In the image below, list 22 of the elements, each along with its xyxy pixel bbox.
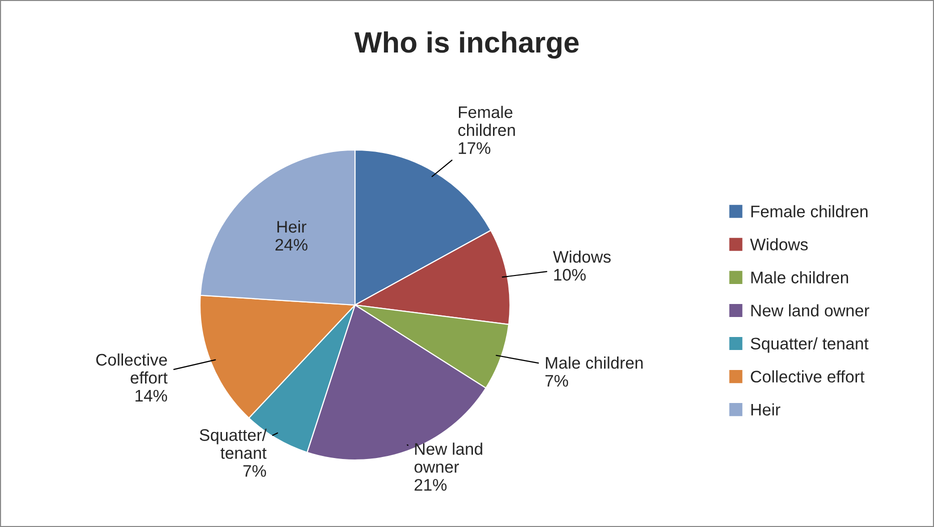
slice-label: Female children <box>458 106 515 136</box>
slice-label: Male children <box>546 356 643 369</box>
slice-label: Widows <box>553 250 611 263</box>
data-label: 10% <box>554 268 586 281</box>
legend-label: Female children <box>751 205 868 218</box>
slice-label: Squatter/ tenant <box>200 428 267 459</box>
data-label: 7% <box>545 374 568 387</box>
legend-label: New land owner <box>751 304 870 316</box>
data-label: 21% <box>414 478 447 491</box>
legend-label: Male children <box>751 271 848 284</box>
data-label: 7% <box>243 465 266 477</box>
slice-label: Collective effort <box>96 353 168 384</box>
legend-label: Widows <box>750 238 808 250</box>
legend-label: Heir <box>751 403 780 416</box>
slice-label: Heir <box>277 220 306 233</box>
legend-label: Collective effort <box>750 370 864 383</box>
data-label: 24% <box>275 238 308 251</box>
chart-title: Who is incharge <box>354 31 579 59</box>
data-label: 17% <box>458 142 490 154</box>
slice-label: New land owner <box>414 442 482 473</box>
legend-label: Squatter/ tenant <box>750 337 868 353</box>
data-label: 14% <box>136 390 168 402</box>
